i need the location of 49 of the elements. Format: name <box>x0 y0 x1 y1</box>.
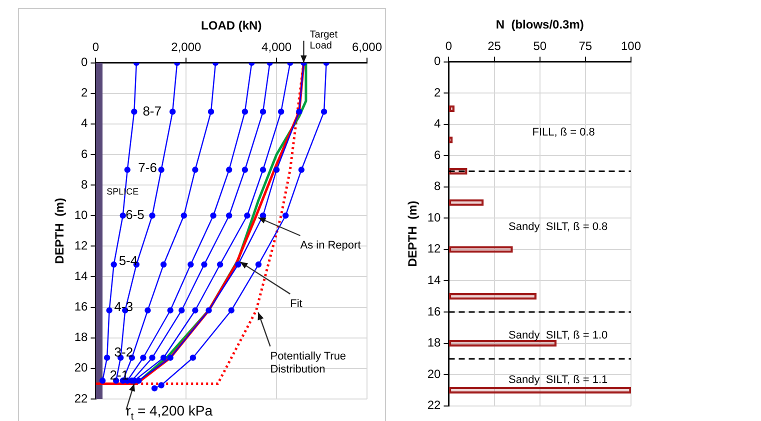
y-tick-label: 10 <box>74 208 88 222</box>
y-tick-label: 4 <box>434 116 442 131</box>
y-tick-label: 22 <box>427 398 442 412</box>
x-tick-label: 4,000 <box>262 40 292 54</box>
x-tick-label: 75 <box>578 38 592 53</box>
x-tick-label: 25 <box>488 38 502 53</box>
annotation: Sandy SILT, ß = 1.0 <box>508 329 608 342</box>
y-tick-label: 6 <box>434 148 442 162</box>
annotation: Sandy SILT, ß = 0.8 <box>508 220 608 233</box>
y-tick-label: 2 <box>434 85 442 100</box>
x-axis-title: LOAD (kN) <box>201 18 262 33</box>
y-tick-label: 20 <box>74 360 88 375</box>
y-tick-label: 12 <box>74 238 88 252</box>
annotation: 5-4 <box>118 253 138 268</box>
y-tick-label: 22 <box>74 391 88 406</box>
y-tick-label: 4 <box>81 116 88 130</box>
y-tick-label: 0 <box>81 55 88 70</box>
text: Fit <box>290 298 302 310</box>
x-tick-label: 100 <box>620 38 642 53</box>
text: As in Report <box>300 240 361 252</box>
y-tick-label: 0 <box>434 54 442 68</box>
x-axis-title: N (blows/0.3m) <box>496 18 584 32</box>
y-tick-label: 14 <box>74 269 88 284</box>
x-tick-label: 6,000 <box>352 40 382 54</box>
annotation: Target Load <box>310 30 338 52</box>
x-tick-label: 0 <box>445 38 452 53</box>
x-tick-label: 50 <box>533 38 547 53</box>
y-axis-title: DEPTH (m) <box>52 198 67 264</box>
y-tick-label: 18 <box>427 336 442 350</box>
y-axis-title: DEPTH (m) <box>406 200 420 267</box>
text: Potentially True Distribution <box>270 350 346 376</box>
y-tick-label: 14 <box>427 273 442 288</box>
annotation: 7-6 <box>138 160 157 175</box>
annotation: FILL, ß = 0.8 <box>532 126 595 138</box>
y-tick-label: 16 <box>427 304 442 318</box>
y-tick-label: 12 <box>427 242 442 256</box>
x-tick-label: 0 <box>92 40 100 54</box>
y-tick-label: 10 <box>427 210 442 224</box>
y-tick-label: 16 <box>74 300 88 314</box>
annotation: Sandy SILT, ß = 1.1 <box>508 374 608 386</box>
y-tick-label: 18 <box>74 330 88 344</box>
annotation: 8-7 <box>142 103 162 118</box>
y-tick-label: 20 <box>427 366 442 381</box>
x-tick-label: 2,000 <box>171 40 202 54</box>
y-tick-label: 8 <box>81 177 88 192</box>
y-tick-label: 2 <box>81 86 88 100</box>
annotation: 6-5 <box>126 207 144 222</box>
y-tick-label: 6 <box>81 146 88 161</box>
y-tick-label: 8 <box>434 179 442 194</box>
